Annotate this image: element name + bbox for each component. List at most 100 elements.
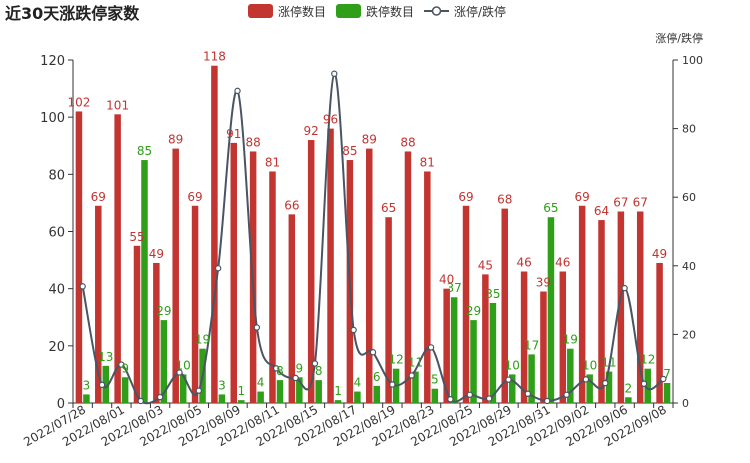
ratio-point (176, 369, 183, 376)
bar-limit-up (443, 288, 450, 403)
ratio-point (505, 376, 512, 383)
bar-limit-down-label: 85 (137, 144, 152, 158)
ratio-point (118, 361, 125, 368)
bar-limit-down-label: 13 (98, 350, 113, 364)
right-tick-label: 40 (682, 260, 696, 273)
chart-title: 近30天涨跌停家数 (5, 4, 140, 23)
bar-limit-down-label: 4 (354, 376, 362, 390)
legend: 涨停数目 跌停数目 涨停/跌停 (248, 4, 506, 19)
legend-label: 跌停数目 (366, 4, 414, 19)
legend-label: 涨停数目 (278, 4, 326, 19)
ratio-point (273, 365, 280, 372)
bar-limit-up (133, 245, 141, 403)
ratio-point (311, 360, 319, 367)
bar-limit-down-label: 4 (257, 376, 265, 390)
bar-limit-up (75, 111, 83, 403)
bar-limit-up (424, 171, 431, 403)
bar-limit-up-label: 69 (91, 190, 106, 204)
ratio-point (350, 326, 357, 334)
bar-limit-down (567, 348, 574, 403)
ratio-point (427, 344, 435, 351)
ratio-point (98, 381, 106, 389)
bar-limit-up-label: 89 (362, 133, 377, 147)
legend-swatch (336, 4, 361, 18)
bar-limit-up (114, 114, 121, 403)
ratio-point (485, 395, 493, 402)
left-tick-label: 20 (48, 340, 65, 355)
bar-limit-down (412, 371, 419, 403)
bar-limit-up-label: 49 (652, 247, 667, 261)
bar-limit-down (547, 217, 555, 403)
bar-limit-down-label: 19 (195, 333, 210, 347)
bar-limit-up (95, 205, 102, 403)
bar-limit-up (404, 151, 412, 403)
bar-limit-down (431, 388, 439, 403)
bar-limit-up-label: 88 (245, 135, 260, 149)
bar-limit-down-label: 65 (543, 201, 558, 215)
bar-limit-up-label: 67 (633, 195, 648, 209)
bar-limit-down (528, 354, 535, 403)
bar-limit-down-label: 1 (334, 384, 342, 398)
ratio-point (79, 283, 86, 290)
bar-limit-up-label: 40 (439, 273, 454, 287)
bar-limit-down (160, 320, 168, 403)
left-tick-label: 80 (48, 168, 65, 183)
ratio-point (602, 379, 609, 387)
bar-limit-up-label: 88 (400, 135, 415, 149)
bar-limit-up-label: 101 (106, 98, 129, 112)
ratio-line (79, 70, 667, 405)
bar-limit-down-label: 10 (505, 358, 520, 372)
bar-limit-up-label: 92 (304, 124, 319, 138)
bar-limit-up (288, 214, 296, 403)
bar-limit-down (218, 394, 226, 403)
bar-limit-down (296, 377, 303, 403)
ratio-line-path (81, 72, 664, 405)
left-tick-label: 120 (40, 54, 65, 69)
ratio-point (137, 397, 144, 405)
bar-limit-up-label: 46 (516, 256, 531, 270)
bar-limit-down-label: 6 (373, 370, 381, 384)
bar-limit-down (83, 394, 90, 403)
bar-limit-up-label: 102 (67, 95, 90, 109)
ratio-point (331, 70, 338, 77)
ratio-point (369, 349, 377, 356)
bar-limit-up-label: 85 (342, 144, 357, 158)
bar-limit-down-label: 35 (485, 287, 500, 301)
bar-limit-down (257, 391, 264, 403)
bar-limit-up-label: 64 (594, 204, 609, 218)
right-tick-label: 80 (682, 123, 696, 136)
bar-limit-down-label: 2 (625, 381, 633, 395)
bar-limit-down-label: 29 (466, 304, 481, 318)
left-tick-label: 100 (40, 111, 65, 126)
ratio-point (389, 381, 396, 388)
ratio-point (621, 284, 628, 292)
bar-limit-down (354, 391, 361, 403)
bar-limit-up (366, 148, 373, 403)
bar-limit-down (315, 380, 322, 403)
bar-limit-up (482, 274, 489, 403)
bar-limit-up (501, 208, 508, 403)
ratio-point (582, 376, 590, 383)
left-tick-label: 0 (57, 397, 65, 412)
ratio-point (447, 396, 454, 403)
bar-limit-up (636, 211, 644, 403)
ratio-point (524, 390, 532, 397)
bar-limit-down-label: 10 (176, 358, 191, 372)
bar-limit-up-label: 49 (149, 247, 164, 261)
bar-limit-up-label: 96 (323, 113, 338, 127)
bar-limit-up (211, 65, 218, 403)
bar-limit-down-label: 11 (408, 356, 423, 370)
bar-limit-up (462, 205, 470, 403)
bar-limit-down-label: 1 (237, 384, 245, 398)
bar-limit-up-label: 118 (203, 50, 226, 64)
bar-limit-up-label: 81 (265, 155, 280, 169)
bar-limit-up-label: 81 (420, 155, 435, 169)
bar-limit-up-label: 69 (458, 190, 473, 204)
bar-limit-down (102, 365, 110, 403)
ratio-point (156, 393, 164, 401)
bar-limit-up (520, 271, 528, 403)
bar-limit-up (307, 140, 315, 404)
bar-limit-down (121, 377, 129, 403)
bar-limit-down (586, 374, 593, 403)
